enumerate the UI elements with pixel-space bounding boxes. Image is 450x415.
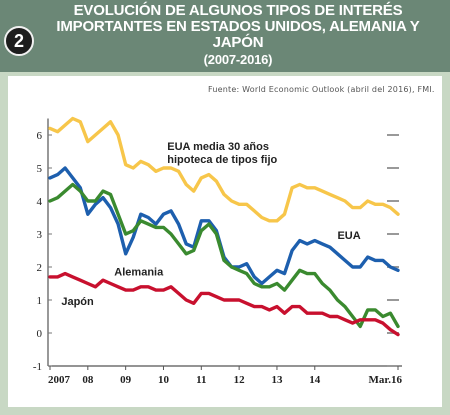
series-label: EUA media 30 años [167,141,269,153]
y-tick-label: 3 [37,229,43,241]
series-line-japón [48,271,400,337]
series-label: Alemania [114,266,164,278]
series-line-eua [48,166,400,286]
x-tick-label: Mar.16 [368,374,402,386]
x-tick-label: 14 [309,374,321,386]
series-label: hipoteca de tipos fijo [167,154,277,166]
source-note: Fuente: World Economic Outlook (abril de… [208,85,435,94]
series-line-eua [48,116,400,223]
chart-header: 2 EVOLUCIÓN DE ALGUNOS TIPOS DE INTERÉS … [0,0,450,72]
x-tick-label: 2007 [48,374,71,386]
x-tick-label: 08 [82,374,94,386]
x-tick-label: 09 [120,374,132,386]
series-label: Japón [61,296,94,308]
chart-subtitle-years: (2007-2016) [203,52,273,67]
chart-title-line-2: IMPORTANTES EN ESTADOS UNIDOS, ALEMANIA … [56,18,420,35]
series-line-alemania [48,182,400,329]
y-tick-label: 1 [37,295,43,307]
series-label: EUA [337,230,360,242]
y-tick-label: 0 [37,328,43,340]
y-tick-label: 6 [37,130,43,142]
plot-panel [8,76,442,407]
y-tick-label: 5 [37,163,43,175]
x-tick-label: 10 [158,374,170,386]
y-tick-label: 4 [37,196,43,208]
x-tick-label: 12 [234,374,246,386]
y-tick-label: -1 [33,361,42,373]
y-tick-label: 2 [37,262,43,274]
x-tick-label: 11 [196,374,206,386]
x-tick-label: 13 [271,374,283,386]
chart-title-line-1: EVOLUCIÓN DE ALGUNOS TIPOS DE INTERÉS [73,2,403,19]
figure-number-badge: 2 [4,26,34,56]
chart-title-line-3: JAPÓN [212,34,264,51]
